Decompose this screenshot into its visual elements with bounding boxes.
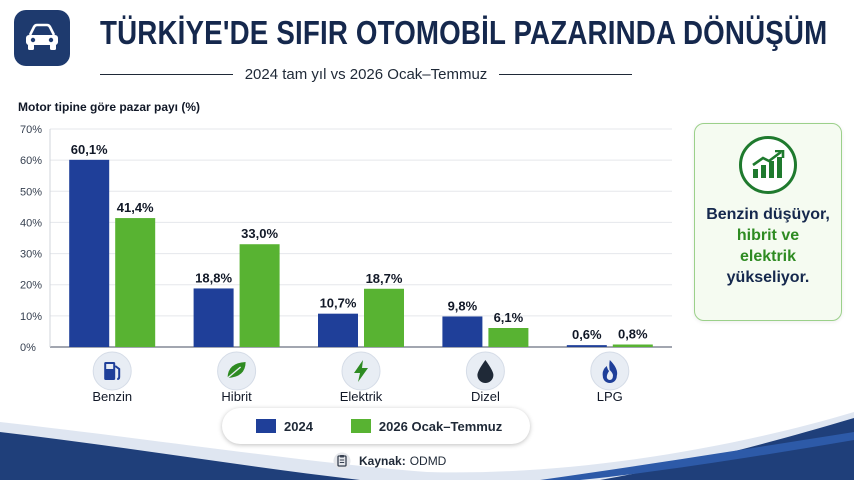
page-title: TÜRKİYE'DE SIFIR OTOMOBİL PAZARINDA DÖNÜ… <box>100 14 828 51</box>
car-icon <box>26 23 58 50</box>
y-tick-label: 70% <box>20 124 42 136</box>
chart-legend: 2024 2026 Ocak–Temmuz <box>222 408 530 444</box>
fuel-pump-icon <box>104 362 121 380</box>
y-tick-label: 0% <box>20 342 36 354</box>
data-label: 9,8% <box>448 298 478 313</box>
y-tick-label: 50% <box>20 186 42 198</box>
y-axis-label: Motor tipine göre pazar payı (%) <box>18 100 201 114</box>
callout-line-3: elektrik <box>739 248 797 265</box>
y-tick-label: 30% <box>20 249 42 261</box>
legend-label-2026: 2026 Ocak–Temmuz <box>378 418 503 434</box>
x-category-label: Hibrit <box>221 389 252 404</box>
page-subtitle: 2024 tam yıl vs 2026 Ocak–Temmuz <box>244 65 488 83</box>
data-label: 41,4% <box>117 200 154 215</box>
x-category-label: Benzin <box>92 389 132 404</box>
bar-benzin-2024 <box>69 159 110 347</box>
subtitle-rule-left <box>100 73 233 75</box>
clipboard-icon <box>333 452 351 470</box>
bar-dizel-2026 <box>488 328 529 347</box>
source-line: Kaynak: ODMD <box>333 452 446 470</box>
lightning-icon <box>354 360 368 382</box>
callout-text: Benzin düşüyor, hibrit ve elektrik yükse… <box>699 204 837 288</box>
bar-lpg-2026 <box>612 344 653 347</box>
leaf-icon <box>227 362 246 379</box>
bar-dizel-2024 <box>442 316 483 347</box>
y-tick-label: 20% <box>20 280 42 292</box>
data-label: 18,7% <box>366 271 403 286</box>
flame-icon <box>602 360 618 383</box>
callout-line-1: Benzin düşüyor, <box>706 206 830 223</box>
callout-line-4: yükseliyor. <box>726 269 810 286</box>
data-label: 6,1% <box>494 310 524 325</box>
source-value: ODMD <box>409 454 447 468</box>
legend-item-2024: 2024 <box>256 419 313 434</box>
legend-item-2026: 2026 Ocak–Temmuz <box>350 418 503 434</box>
oil-drop-icon <box>477 360 494 383</box>
data-label: 0,6% <box>572 327 602 342</box>
bar-hibrit-2026 <box>239 244 280 347</box>
y-tick-label: 10% <box>20 311 42 323</box>
bar-hibrit-2024 <box>193 288 234 347</box>
source-label: Kaynak: <box>359 454 406 468</box>
data-label: 10,7% <box>320 296 357 311</box>
bar-benzin-2026 <box>115 218 156 347</box>
subtitle-row: 2024 tam yıl vs 2026 Ocak–Temmuz <box>100 64 633 84</box>
subtitle-rule-right <box>499 73 633 75</box>
data-label: 18,8% <box>195 270 232 285</box>
bar-elektrik-2024 <box>318 313 358 347</box>
car-logo-badge <box>14 10 70 66</box>
legend-swatch-2026 <box>350 419 371 433</box>
legend-swatch-2024 <box>256 419 276 433</box>
legend-label-2024: 2024 <box>284 418 313 434</box>
insight-callout: Benzin düşüyor, hibrit ve elektrik yükse… <box>694 123 842 321</box>
bar-elektrik-2026 <box>364 288 404 347</box>
y-tick-label: 40% <box>20 217 42 229</box>
y-tick-label: 60% <box>20 155 42 167</box>
data-label: 33,0% <box>241 226 278 241</box>
x-category-label: LPG <box>597 389 623 404</box>
data-label: 60,1% <box>71 142 108 157</box>
data-label: 0,8% <box>618 327 648 342</box>
trend-up-chart-icon <box>739 136 797 194</box>
bar-lpg-2024 <box>566 345 607 347</box>
x-category-label: Dizel <box>471 389 500 404</box>
callout-line-2: hibrit ve <box>736 227 800 244</box>
x-category-label: Elektrik <box>340 389 383 404</box>
